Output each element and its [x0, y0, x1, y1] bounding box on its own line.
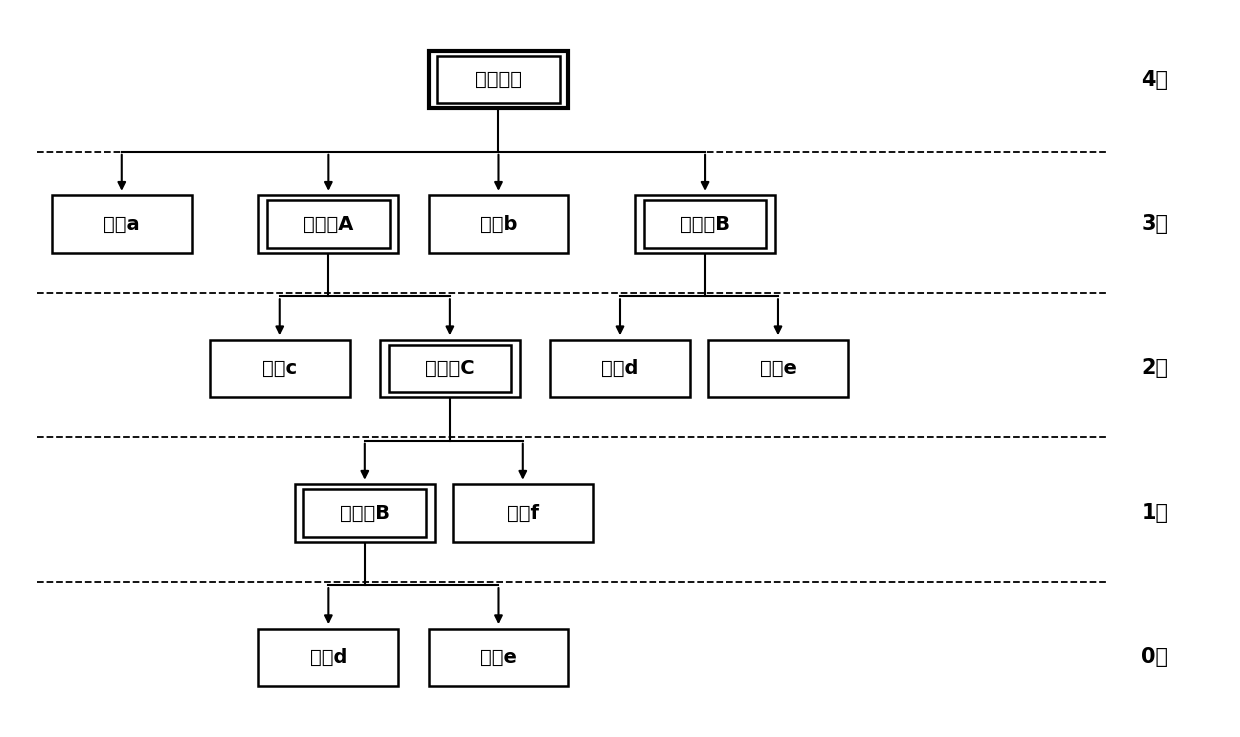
Text: 组部件A: 组部件A: [303, 214, 353, 234]
Bar: [258, 629, 398, 686]
Bar: [267, 200, 389, 248]
Text: 4级: 4级: [1141, 69, 1168, 90]
Bar: [295, 484, 435, 542]
Text: 零件f: 零件f: [507, 503, 539, 523]
Bar: [429, 195, 568, 253]
Bar: [429, 629, 568, 686]
Bar: [258, 195, 398, 253]
Text: 零件e: 零件e: [760, 359, 796, 378]
Text: 零件d: 零件d: [601, 359, 639, 378]
Text: 组部件B: 组部件B: [340, 503, 389, 523]
Bar: [429, 51, 568, 108]
Text: 1级: 1级: [1141, 503, 1168, 523]
Text: 2级: 2级: [1141, 358, 1168, 379]
Bar: [644, 200, 766, 248]
Bar: [438, 56, 559, 103]
Text: 0级: 0级: [1141, 647, 1168, 668]
Text: 零件c: 零件c: [262, 359, 298, 378]
Bar: [453, 484, 593, 542]
Bar: [388, 345, 511, 392]
Text: 零件b: 零件b: [480, 214, 517, 234]
Bar: [304, 489, 427, 537]
Bar: [52, 195, 192, 253]
Bar: [379, 340, 520, 397]
Text: 组部件C: 组部件C: [425, 359, 475, 378]
Bar: [708, 340, 848, 397]
Bar: [635, 195, 775, 253]
Text: 零件e: 零件e: [480, 648, 517, 667]
Text: 零件a: 零件a: [103, 214, 140, 234]
Bar: [210, 340, 350, 397]
Text: 零件d: 零件d: [310, 648, 347, 667]
Text: 组部件B: 组部件B: [680, 214, 730, 234]
Text: 3级: 3级: [1141, 214, 1168, 234]
Text: 机床产品: 机床产品: [475, 70, 522, 89]
Bar: [551, 340, 689, 397]
